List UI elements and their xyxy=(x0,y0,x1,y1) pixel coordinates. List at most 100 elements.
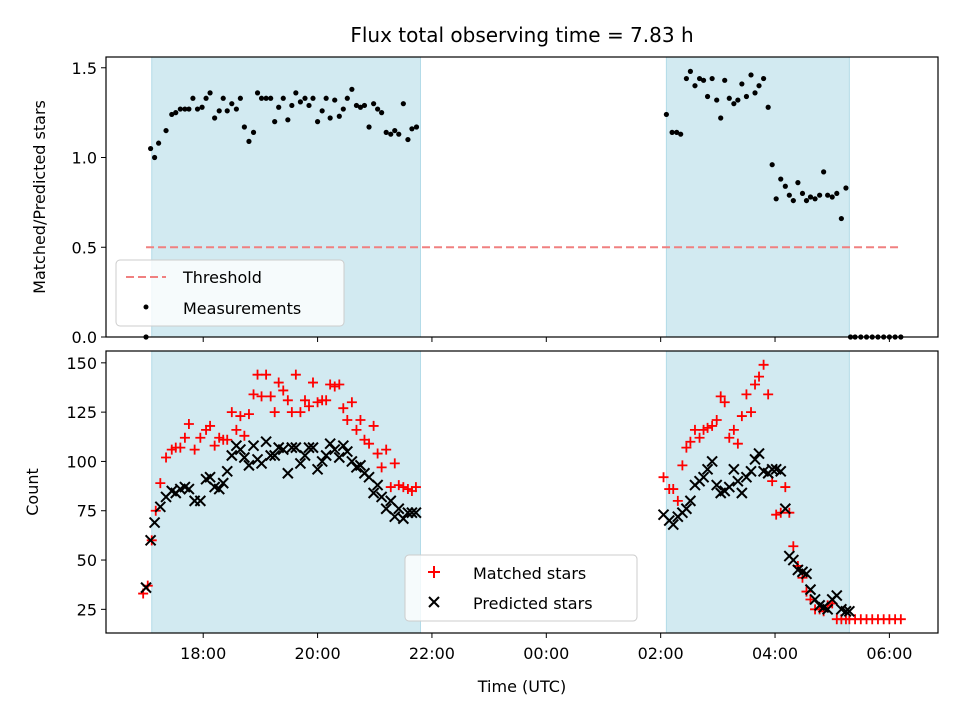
measurement-point xyxy=(790,197,796,204)
predicted-star-point xyxy=(217,477,229,489)
predicted-star-point xyxy=(732,475,744,487)
measurement-point xyxy=(302,95,308,101)
chart-title: Flux total observing time = 7.83 h xyxy=(350,23,693,47)
measurement-point xyxy=(319,108,325,114)
matched-star-point xyxy=(183,418,194,429)
predicted-star-point xyxy=(341,445,354,458)
matched-star-point xyxy=(231,424,242,435)
predicted-star-point xyxy=(303,441,315,454)
matched-star-point xyxy=(290,369,301,380)
ratio-ytick-label: 1.5 xyxy=(72,59,97,78)
predicted-star-point xyxy=(410,506,422,519)
predicted-star-point xyxy=(697,471,710,483)
measurement-point xyxy=(714,97,720,103)
predicted-star-point xyxy=(831,589,843,602)
matched-star-point xyxy=(672,495,683,506)
measurement-point xyxy=(379,110,385,116)
matched-star-point xyxy=(724,432,735,443)
measurement-point xyxy=(375,106,381,112)
matched-star-point xyxy=(226,407,237,418)
measurement-point xyxy=(203,95,209,101)
predicted-star-point xyxy=(183,483,195,495)
measurement-point xyxy=(769,162,775,168)
ratio-panel-frame xyxy=(105,56,939,338)
measurement-point xyxy=(696,75,703,82)
predicted-star-point xyxy=(766,463,778,476)
measurement-point xyxy=(314,119,321,125)
measurement-point xyxy=(392,127,398,134)
measurement-point xyxy=(250,129,257,135)
predicted-star-point xyxy=(290,441,302,454)
measurement-point xyxy=(323,95,329,101)
measurement-point xyxy=(829,194,835,200)
matched-star-point xyxy=(376,462,387,473)
measurement-point xyxy=(383,129,389,135)
measurement-point xyxy=(683,75,689,82)
measurement-point xyxy=(821,169,827,175)
measurement-point xyxy=(241,124,247,130)
matched-star-point xyxy=(393,480,404,491)
matched-star-point xyxy=(658,472,669,483)
matched-star-point xyxy=(222,434,233,445)
measurement-point xyxy=(332,97,338,103)
matched-star-point xyxy=(668,484,679,495)
matched-star-point xyxy=(195,432,206,443)
matched-star-point xyxy=(355,415,366,426)
measurement-point xyxy=(233,106,239,112)
matched-star-point xyxy=(175,442,186,453)
measurement-point xyxy=(156,140,162,146)
predicted-star-point xyxy=(745,465,757,478)
predicted-star-point xyxy=(247,439,260,452)
predicted-star-point xyxy=(316,455,328,468)
predicted-star-point xyxy=(148,516,161,529)
ratio-ytick-label: 0.5 xyxy=(72,238,97,257)
predicted-star-point xyxy=(371,479,384,491)
matched-star-point xyxy=(398,482,409,493)
xtick-label: 00:00 xyxy=(523,644,569,663)
counts-ytick-label: 50 xyxy=(77,551,97,570)
measurement-point xyxy=(216,108,222,114)
measurement-point xyxy=(786,192,792,198)
counts-ytick-label: 75 xyxy=(77,502,97,521)
xtick-label: 22:00 xyxy=(409,644,455,663)
measurement-point xyxy=(366,124,372,130)
matched-star-point xyxy=(694,432,705,443)
predicted-star-point xyxy=(277,443,289,456)
measurement-point xyxy=(268,95,274,101)
measurement-point xyxy=(152,154,158,161)
measurement-point xyxy=(224,108,230,114)
predicted-star-point xyxy=(804,583,817,596)
predicted-star-point xyxy=(800,568,813,580)
measurement-point xyxy=(735,97,741,103)
measurement-point xyxy=(765,104,771,110)
measurement-point xyxy=(353,102,360,109)
matched-star-point xyxy=(189,444,200,455)
measurement-point xyxy=(760,75,767,82)
predicted-star-point xyxy=(255,457,268,470)
matched-star-point xyxy=(161,452,172,463)
predicted-star-point xyxy=(337,439,350,452)
counts-ytick-label: 25 xyxy=(77,600,97,619)
matched-star-point xyxy=(763,389,774,400)
matched-star-point xyxy=(895,614,906,625)
predicted-star-point xyxy=(260,436,272,448)
matched-star-point xyxy=(736,411,747,422)
matched-star-point xyxy=(248,389,259,400)
counts-ylabel: Count xyxy=(23,468,42,516)
matched-star-point xyxy=(325,379,336,390)
ratio-legend[interactable]: Threshold Measurements xyxy=(115,259,345,327)
legend-threshold-label: Threshold xyxy=(182,268,262,287)
measurement-point xyxy=(409,126,415,132)
counts-legend[interactable]: Matched stars Predicted stars xyxy=(404,554,638,622)
predicted-star-point xyxy=(320,449,332,462)
matched-star-point xyxy=(758,359,769,370)
predicted-star-point xyxy=(393,503,405,515)
legend-measurements-label: Measurements xyxy=(183,299,301,318)
predicted-star-point xyxy=(723,481,735,493)
predicted-star-point xyxy=(311,463,324,476)
matched-star-point xyxy=(410,482,421,493)
xtick-label: 06:00 xyxy=(866,644,912,663)
measurement-point xyxy=(177,106,183,112)
measurement-point xyxy=(336,113,342,119)
matched-star-point xyxy=(239,430,250,441)
